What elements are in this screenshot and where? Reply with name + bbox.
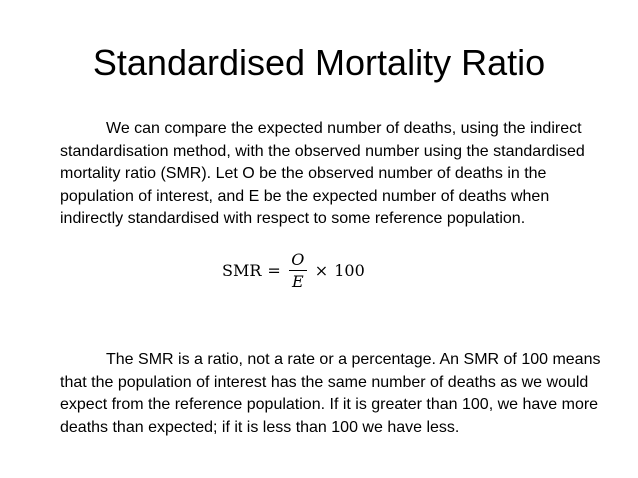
formula-numerator: O (291, 249, 305, 269)
formula-lhs: SMR (222, 260, 262, 280)
formula-factor: 100 (334, 260, 365, 280)
intro-paragraph-text: We can compare the expected number of de… (60, 120, 585, 227)
formula-denominator: E (291, 271, 304, 291)
intro-paragraph: We can compare the expected number of de… (60, 118, 605, 231)
explanation-paragraph: The SMR is a ratio, not a rate or a perc… (60, 349, 605, 439)
explanation-paragraph-text: The SMR is a ratio, not a rate or a perc… (60, 351, 601, 436)
formula-fraction: O E (288, 249, 307, 291)
fraction-bar (288, 269, 307, 271)
smr-formula: SMR = O E × 100 (222, 248, 365, 292)
slide-title: Standardised Mortality Ratio (92, 42, 546, 83)
formula-times: × (314, 260, 329, 280)
formula-equals: = (267, 260, 281, 280)
